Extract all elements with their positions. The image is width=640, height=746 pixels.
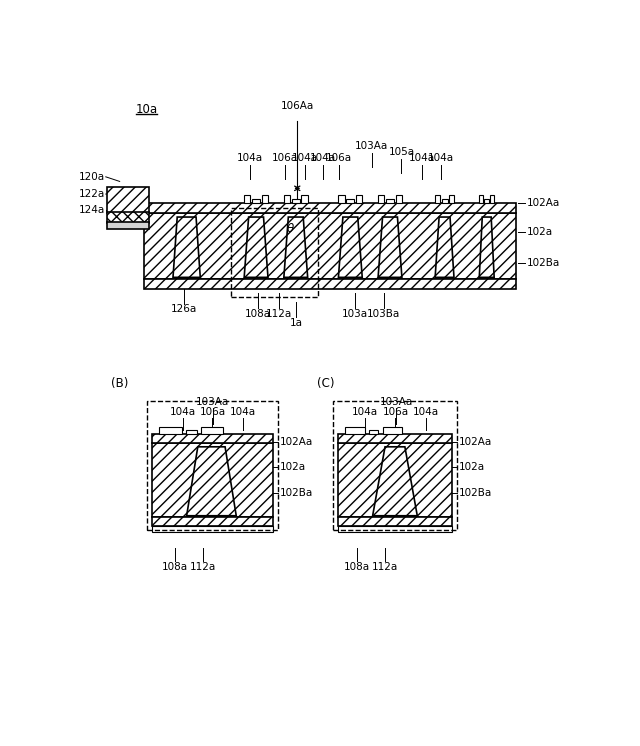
Bar — [378, 195, 385, 203]
Text: 105a: 105a — [388, 147, 415, 157]
Text: 106a: 106a — [382, 407, 408, 417]
Polygon shape — [339, 217, 362, 278]
Text: 104a: 104a — [352, 407, 378, 417]
Bar — [346, 427, 365, 434]
Text: 103a: 103a — [342, 309, 369, 319]
Text: 104a: 104a — [413, 407, 439, 417]
Text: 104a: 104a — [310, 153, 336, 163]
Bar — [147, 401, 278, 530]
Text: 126a: 126a — [171, 304, 197, 314]
Text: 102Ba: 102Ba — [280, 488, 313, 498]
Text: 112a: 112a — [371, 562, 397, 571]
Bar — [383, 427, 403, 434]
Bar — [231, 208, 318, 298]
Bar — [338, 526, 452, 532]
Bar — [200, 427, 223, 434]
Text: 102a: 102a — [527, 227, 552, 237]
Text: 103Ba: 103Ba — [367, 309, 400, 319]
Bar — [252, 198, 260, 203]
Polygon shape — [435, 217, 454, 278]
Polygon shape — [244, 217, 268, 278]
Bar — [338, 434, 452, 443]
Bar — [356, 195, 362, 203]
Bar — [152, 518, 273, 526]
Bar — [145, 203, 516, 213]
Bar — [152, 526, 273, 532]
Text: 112a: 112a — [266, 309, 292, 319]
Bar — [152, 443, 273, 518]
Text: 124a: 124a — [79, 205, 105, 215]
Text: (B): (B) — [111, 377, 129, 390]
Text: 103Aa: 103Aa — [196, 397, 230, 407]
Bar — [108, 213, 150, 223]
Bar — [479, 195, 483, 203]
Bar — [484, 198, 489, 203]
Polygon shape — [372, 447, 417, 515]
Bar — [396, 195, 402, 203]
Text: 104a: 104a — [170, 407, 196, 417]
Bar — [442, 198, 447, 203]
Text: 102Aa: 102Aa — [280, 436, 313, 447]
Bar — [159, 427, 182, 434]
Bar — [435, 195, 440, 203]
Polygon shape — [284, 217, 308, 278]
Text: 104a: 104a — [292, 153, 317, 163]
Text: 108a: 108a — [244, 309, 271, 319]
Text: 103Aa: 103Aa — [380, 397, 413, 407]
Text: 104a: 104a — [230, 407, 256, 417]
Text: 108a: 108a — [162, 562, 188, 571]
Polygon shape — [479, 217, 494, 278]
Bar — [338, 443, 452, 518]
Bar — [301, 195, 308, 203]
Bar — [339, 195, 345, 203]
Text: 108a: 108a — [344, 562, 370, 571]
Bar — [369, 430, 378, 434]
Bar — [333, 401, 457, 530]
Text: 102a: 102a — [458, 463, 484, 472]
Bar — [145, 279, 516, 289]
Text: 112a: 112a — [190, 562, 216, 571]
Text: 102Ba: 102Ba — [458, 488, 492, 498]
Bar — [449, 195, 454, 203]
Polygon shape — [378, 217, 402, 278]
Text: 106Aa: 106Aa — [280, 101, 314, 110]
Text: 122a: 122a — [79, 189, 105, 199]
Text: θ: θ — [287, 222, 294, 235]
Bar — [108, 187, 150, 213]
Text: 103Aa: 103Aa — [355, 141, 388, 151]
Text: 106a: 106a — [272, 153, 298, 163]
Bar — [338, 518, 452, 526]
Polygon shape — [187, 447, 236, 515]
Text: 102Aa: 102Aa — [458, 436, 492, 447]
Text: 120a: 120a — [79, 172, 105, 182]
Bar — [346, 198, 355, 203]
Text: 10a: 10a — [136, 103, 158, 116]
Bar — [284, 195, 290, 203]
Bar — [152, 434, 273, 443]
Text: 104a: 104a — [237, 153, 262, 163]
Bar — [186, 430, 196, 434]
Bar — [386, 198, 394, 203]
Text: (C): (C) — [317, 377, 334, 390]
Bar — [108, 222, 150, 228]
Text: 104a: 104a — [409, 153, 435, 163]
Bar — [262, 195, 268, 203]
Text: 1a: 1a — [290, 318, 303, 327]
Text: 106a: 106a — [200, 407, 225, 417]
Text: 102Ba: 102Ba — [527, 258, 559, 268]
Text: 102Aa: 102Aa — [527, 198, 559, 207]
Text: 106a: 106a — [326, 153, 352, 163]
Bar — [490, 195, 494, 203]
Bar — [244, 195, 250, 203]
Bar — [145, 213, 516, 279]
Text: 104a: 104a — [428, 153, 454, 163]
Bar — [292, 198, 300, 203]
Polygon shape — [173, 217, 200, 278]
Text: 102a: 102a — [280, 463, 305, 472]
